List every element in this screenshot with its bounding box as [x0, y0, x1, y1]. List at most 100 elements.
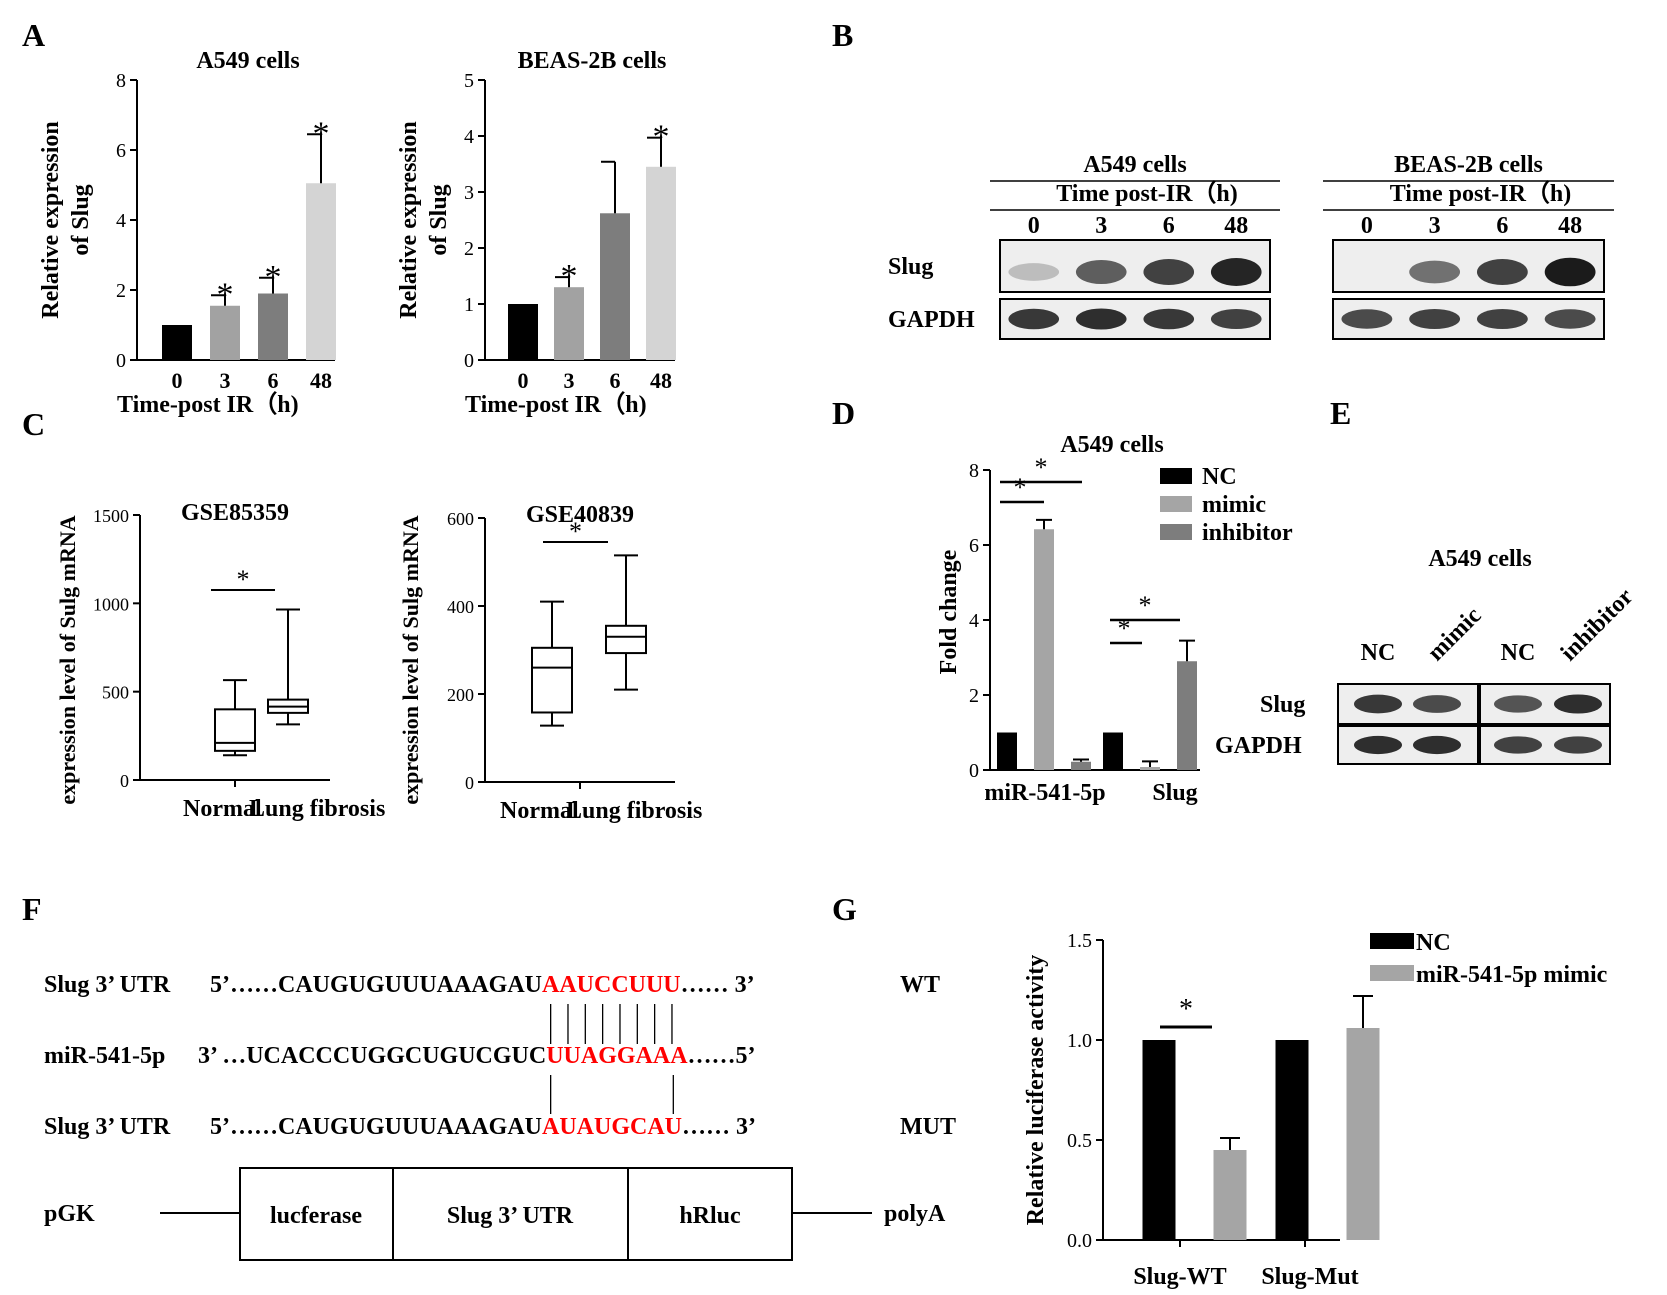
- grouped-bar-chart-G: 0.0 0.5 1.0 1.5 NC miR-541-5p mimic * Slug-WT Sl…: [1023, 930, 1608, 1290]
- panel-letter-D: D: [832, 395, 855, 431]
- bar: [1034, 529, 1054, 770]
- band: [1494, 736, 1542, 754]
- y-tick-label: 0.5: [1067, 1130, 1092, 1152]
- chart-title: GSE40839: [526, 502, 634, 528]
- significance-star: *: [1118, 614, 1131, 643]
- f-row2-red: UUAGGAAA: [546, 1043, 688, 1069]
- legend-swatch: [1370, 965, 1414, 981]
- blot-subtitle: Time post-IR（h): [1390, 180, 1572, 207]
- band: [1143, 308, 1195, 330]
- y-axis-label-line1: Relative expression: [38, 121, 64, 319]
- y-tick-label: 2: [116, 280, 126, 302]
- bar: [1071, 761, 1091, 770]
- bar: [258, 293, 288, 360]
- y-tick-label: 0: [969, 760, 979, 782]
- f-row3-tag: MUT: [900, 1114, 956, 1140]
- x-tick-label: 6: [268, 368, 279, 393]
- x-tick-label: 0: [172, 368, 183, 393]
- construct-box-2: Slug 3’ UTR: [447, 1203, 574, 1229]
- band: [1413, 695, 1461, 713]
- f-row2-p3: ……5’: [688, 1043, 756, 1069]
- chart-title: GSE85359: [181, 500, 289, 526]
- y-tick-label: 1.5: [1067, 930, 1092, 952]
- band: [1075, 259, 1127, 285]
- f-row1-p5: 5’……CAUGUGUUUAAAGAU: [210, 972, 542, 998]
- chart-title: BEAS-2B cells: [518, 48, 667, 74]
- y-axis-label-line2: of Slug: [426, 184, 452, 255]
- x-axis-label: Time-post IR（h): [465, 391, 647, 418]
- blot-row-label: GAPDH: [1215, 733, 1302, 759]
- y-tick-label: 4: [116, 210, 126, 232]
- y-tick-label: 2: [464, 238, 474, 260]
- band: [1354, 735, 1402, 755]
- panel-letter-B: B: [832, 17, 853, 53]
- x-tick-label: 3: [220, 368, 231, 393]
- charts-layer: A549 cells 0 2 4 6 8 0 * 3 * 6 * 48 Time-post IR（h) Re…: [38, 48, 1608, 1290]
- y-tick-label: 1.0: [1067, 1030, 1092, 1052]
- construct-box-1: lucferase: [270, 1203, 362, 1229]
- bar: [646, 166, 676, 360]
- bar: [1140, 767, 1160, 770]
- x-tick-label: Normal: [500, 798, 579, 824]
- legend-swatch: [1160, 496, 1192, 512]
- f-row1-name: Slug 3’ UTR: [44, 972, 171, 998]
- significance-star: *: [561, 258, 578, 295]
- y-tick-label: 8: [116, 70, 126, 92]
- construct-right: polyA: [884, 1201, 946, 1227]
- f-row1-red: AAUCCUUU: [542, 972, 681, 998]
- y-tick-label: 2: [969, 685, 979, 707]
- construct-box: [239, 1167, 793, 1261]
- lane-label: 3: [1429, 213, 1441, 239]
- lane-label: 48: [1224, 213, 1248, 239]
- significance-star: *: [653, 119, 670, 156]
- bar: [1142, 1040, 1176, 1240]
- x-tick-label: Slug-WT: [1133, 1264, 1226, 1290]
- f-row2-name: miR-541-5p: [44, 1043, 165, 1069]
- band: [1554, 736, 1602, 754]
- band: [1409, 260, 1461, 284]
- box: [605, 624, 647, 655]
- y-tick-label: 0: [120, 771, 129, 791]
- y-axis-label-line2: of Slug: [68, 184, 94, 255]
- band: [1494, 695, 1542, 713]
- significance-star: *: [1139, 591, 1152, 620]
- x-tick-label: Lung fibrosis: [249, 796, 385, 822]
- bar: [162, 325, 192, 360]
- y-tick-label: 4: [464, 126, 474, 148]
- bar: [997, 732, 1017, 770]
- panel-letter-A: A: [22, 17, 45, 53]
- legend-label: inhibitor: [1202, 520, 1293, 546]
- significance-star: *: [313, 115, 330, 152]
- band: [1554, 694, 1602, 714]
- y-tick-label: 500: [102, 683, 129, 703]
- band: [1075, 308, 1127, 330]
- band: [1354, 694, 1402, 714]
- band: [1210, 258, 1262, 286]
- x-tick-label: 6: [610, 368, 621, 393]
- chart-title: A549 cells: [1060, 432, 1163, 458]
- band: [1341, 309, 1393, 329]
- panel-letter-E: E: [1330, 395, 1351, 431]
- y-tick-label: 200: [447, 685, 474, 705]
- blot-row-label: GAPDH: [888, 307, 975, 333]
- bar-chart-A1: A549 cells 0 2 4 6 8 0 * 3 * 6 * 48 Time-post IR（h) Re…: [38, 48, 336, 418]
- f-row3-seq: 5’……CAUGUGUUUAAAGAUAUAUGCAU…… 3’: [210, 1114, 756, 1140]
- lane-label: 48: [1558, 213, 1582, 239]
- y-axis-label: Fold change: [936, 549, 962, 674]
- legend-swatch: [1160, 468, 1192, 484]
- bar: [1213, 1150, 1247, 1240]
- y-axis-label: expression level of Sulg mRNA: [398, 515, 423, 804]
- band: [1210, 308, 1262, 330]
- lane-label: 0: [1361, 213, 1373, 239]
- band: [1544, 257, 1596, 287]
- construct-box-3: hRluc: [679, 1203, 741, 1229]
- x-tick-label: Slug: [1152, 780, 1197, 806]
- blot-row-label: Slug: [1260, 692, 1305, 718]
- f-row1-tag: WT: [900, 972, 940, 998]
- band: [1008, 308, 1060, 330]
- x-tick-label: Slug-Mut: [1261, 1264, 1358, 1290]
- bar: [554, 287, 584, 360]
